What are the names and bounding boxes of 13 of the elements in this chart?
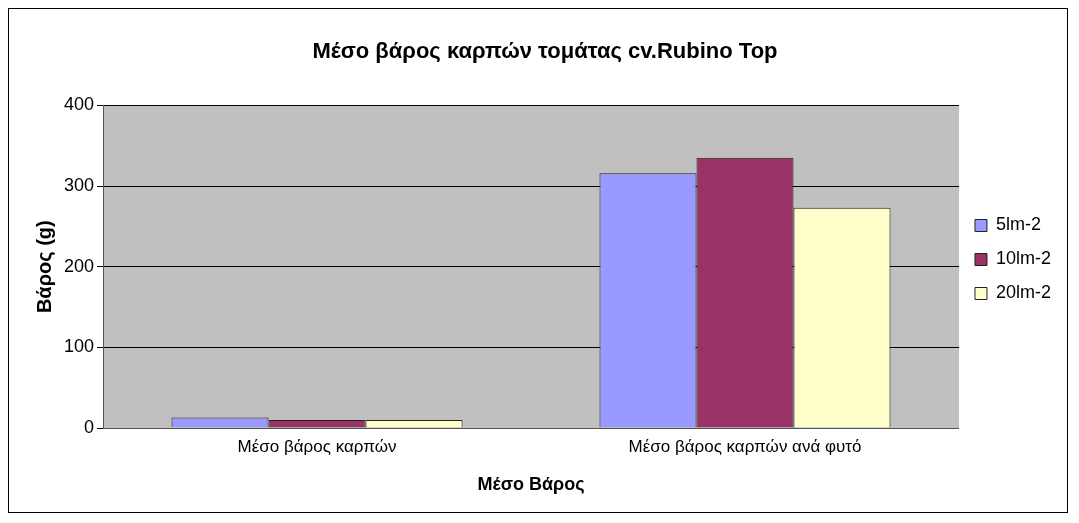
x-tick-label: Μέσο βάρος καρπών <box>237 436 397 456</box>
x-axis-title: Μέσο Βάρος <box>477 474 585 495</box>
y-tick-label: 100 <box>63 336 95 357</box>
y-axis-title: Βάρος (g) <box>32 220 55 314</box>
x-tick-label: Μέσο βάρος καρπών ανά φυτό <box>628 436 862 456</box>
chart-title: Μέσο βάρος καρπών τομάτας cv.Rubino Top <box>312 38 778 64</box>
y-tick-label: 400 <box>63 94 95 115</box>
legend-label: 5lm-2 <box>995 214 1041 235</box>
legend-label: 20lm-2 <box>995 282 1052 303</box>
y-tick-label: 300 <box>63 175 95 196</box>
legend-label: 10lm-2 <box>995 248 1052 269</box>
y-tick-label: 200 <box>63 255 95 276</box>
y-tick-label: 0 <box>84 416 95 437</box>
